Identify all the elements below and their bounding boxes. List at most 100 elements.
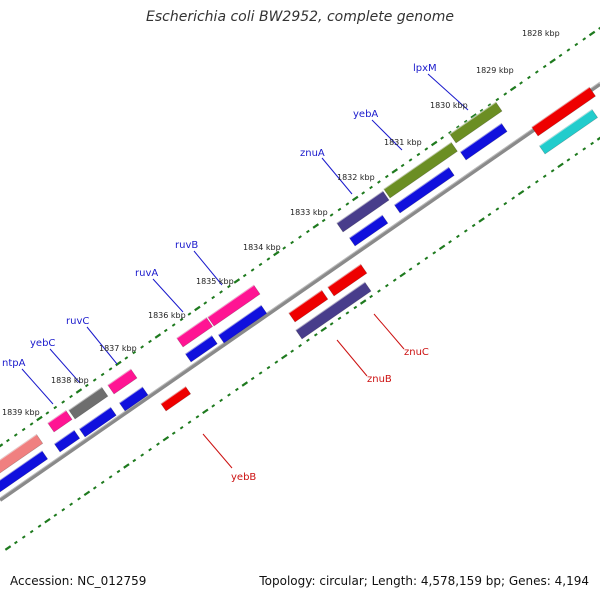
ruler-tick xyxy=(384,174,389,179)
ruler-tick xyxy=(391,168,398,174)
ruler-tick xyxy=(45,411,50,415)
gene-label-znua: znuA xyxy=(300,148,325,159)
ruler-tick xyxy=(202,408,209,415)
leader-line-ntpa xyxy=(21,368,54,405)
ruler-tick xyxy=(509,85,517,92)
ruler-tick xyxy=(306,229,310,234)
ruler-tick xyxy=(598,26,600,30)
ruler-tick xyxy=(463,119,468,124)
ruler-tick xyxy=(503,92,508,96)
reverse-gene-labels: znuC znuB yebB xyxy=(231,347,429,483)
ruler-tick xyxy=(408,158,413,162)
ruler-tick xyxy=(377,180,381,184)
ruler-tick xyxy=(36,415,43,422)
ruler-tick xyxy=(0,443,4,448)
ruler-tick xyxy=(92,486,97,490)
ruler-tick xyxy=(154,333,162,339)
gene-block-red-upper-shine xyxy=(531,86,590,128)
ruler-tick xyxy=(171,323,176,327)
ruler-tick xyxy=(471,223,476,228)
ruler-tick xyxy=(187,420,192,425)
ruler-tick xyxy=(542,64,547,69)
tick-label: 1830 kbp xyxy=(430,101,468,110)
ruler-tick xyxy=(590,141,594,146)
ruler-tick xyxy=(162,435,170,442)
ruler-tick xyxy=(345,202,350,206)
ruler-tick xyxy=(424,256,429,261)
ruler-tick xyxy=(582,147,587,151)
leader-line-yebc xyxy=(49,348,81,384)
gene-block-ruvc-shine xyxy=(107,368,132,386)
ruler-tick xyxy=(14,540,18,545)
ruler-tick xyxy=(527,185,531,189)
ruler-tick xyxy=(195,415,200,419)
ruler-tick xyxy=(69,502,74,507)
ruler-tick xyxy=(345,311,350,315)
ruler-tick xyxy=(211,404,216,408)
ruler-tick xyxy=(92,378,97,382)
ruler-tick xyxy=(29,529,34,534)
gene-block-znub-shine xyxy=(295,281,366,331)
ruler-tick xyxy=(298,343,302,348)
tick-label: 1837 kbp xyxy=(99,344,137,353)
ruler-tick xyxy=(549,58,556,64)
ruler-tick xyxy=(156,442,160,446)
ruler-tick xyxy=(487,212,492,217)
ruler-tick xyxy=(440,136,444,140)
tick-labels: 1828 kbp 1829 kbp 1830 kbp 1831 kbp 1832… xyxy=(2,29,560,417)
ruler-tick xyxy=(596,136,600,141)
ruler-tick xyxy=(187,312,192,316)
gene-block-yebb xyxy=(160,386,192,412)
ruler-tick xyxy=(29,422,34,426)
tick-label: 1836 kbp xyxy=(148,311,186,320)
ruler-tick xyxy=(527,75,531,80)
cds-block-shine xyxy=(184,334,213,355)
ruler-tick xyxy=(250,268,255,272)
ruler-tick xyxy=(352,195,359,202)
ruler-tick xyxy=(242,273,247,278)
ruler-tick xyxy=(37,524,42,528)
ruler-tick xyxy=(61,507,66,512)
ruler-tick xyxy=(424,147,429,151)
ruler-tick xyxy=(100,372,105,377)
ruler-tick xyxy=(273,250,280,257)
ruler-tick xyxy=(171,431,176,435)
ruler-tick xyxy=(470,113,477,119)
ruler-tick xyxy=(430,140,438,147)
ruler-tick xyxy=(503,201,508,206)
ruler-tick xyxy=(124,356,129,360)
cds-block-shine xyxy=(118,386,143,404)
ruler-tick xyxy=(290,349,295,353)
ruler-tick xyxy=(566,48,571,52)
ruler-tick xyxy=(558,53,563,58)
gene-block-ntpa-shine xyxy=(0,433,37,461)
gene-block-yeba-shine xyxy=(383,141,452,190)
ruler-tick xyxy=(281,353,288,360)
tick-label: 1838 kbp xyxy=(51,376,89,385)
ruler-tick xyxy=(77,497,81,501)
ruler-tick xyxy=(115,360,122,367)
ruler-tick xyxy=(84,383,89,388)
ruler-tick xyxy=(179,425,184,430)
ruler-tick xyxy=(100,480,105,485)
ruler-tick xyxy=(478,217,485,223)
ruler-tick xyxy=(557,162,564,169)
forward-gene-labels: lpxM yebA znuA ruvB ruvA ruvC yebC ntpA xyxy=(2,63,437,369)
ruler-tick xyxy=(148,339,152,344)
leader-line-ruvc xyxy=(86,326,118,365)
ruler-tick xyxy=(416,152,421,157)
ruler-tick xyxy=(219,290,223,294)
ruler-tick xyxy=(282,246,287,250)
cds-block-shine xyxy=(53,429,75,445)
leader-line-yeba xyxy=(371,119,403,151)
cds-block-shine xyxy=(217,304,262,336)
ruler-tick xyxy=(258,371,263,375)
ruler-tick xyxy=(588,30,596,37)
cds-block-shine xyxy=(348,214,383,239)
leader-line-lpxm xyxy=(427,73,469,111)
gene-block-lpxm-shine xyxy=(449,101,497,135)
ruler-tick xyxy=(250,376,255,381)
tick-label: 1839 kbp xyxy=(2,408,40,417)
gene-block-ruva-shine xyxy=(176,316,207,339)
ruler-tick xyxy=(416,261,421,266)
